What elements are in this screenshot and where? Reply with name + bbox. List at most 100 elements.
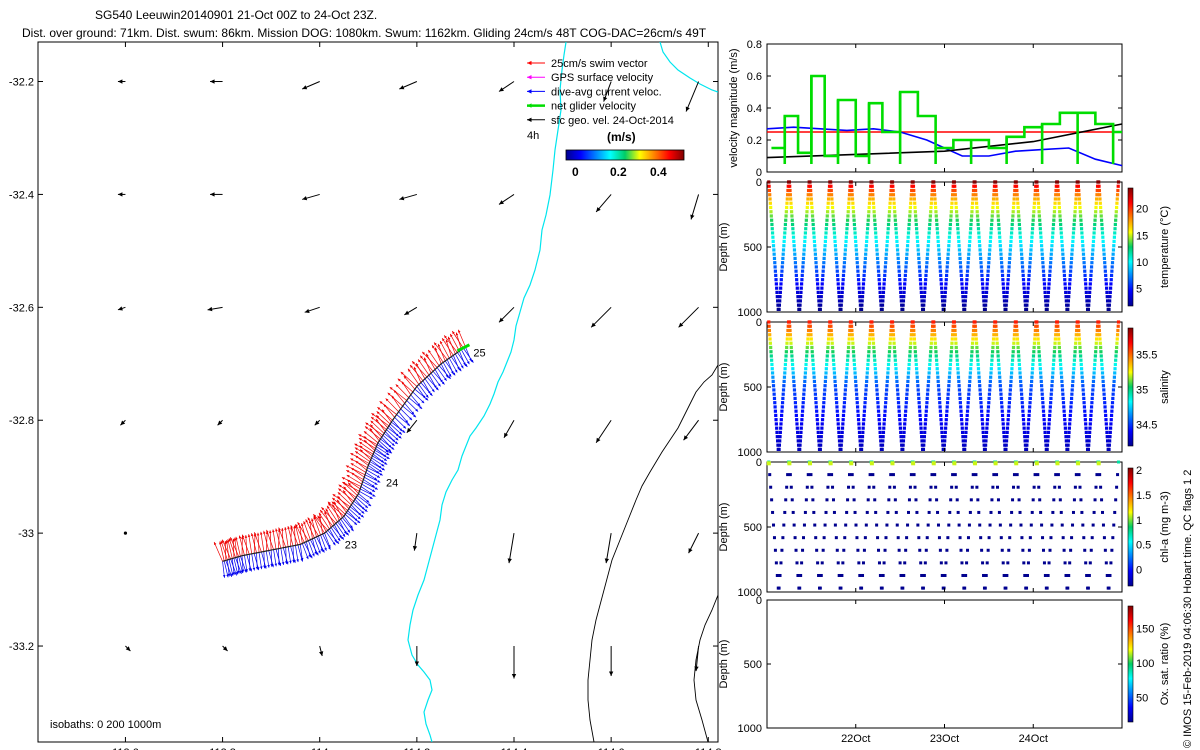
salinity-profile-point bbox=[878, 430, 882, 435]
temperature-profile-point bbox=[1114, 218, 1118, 222]
chla-profile-point bbox=[1007, 548, 1011, 552]
salinity-profile-point bbox=[861, 426, 865, 430]
salinity-profile-point bbox=[901, 439, 906, 443]
temperature-profile-point bbox=[1112, 235, 1117, 239]
dac-vector-head bbox=[345, 532, 349, 536]
salinity-profile-point bbox=[767, 328, 772, 333]
salinity-profile-point bbox=[1058, 358, 1062, 362]
chla-profile-point bbox=[839, 586, 843, 590]
salinity-profile-point bbox=[772, 388, 776, 392]
salinity-profile-point bbox=[1087, 435, 1091, 439]
temperature-profile-point bbox=[1025, 295, 1030, 299]
salinity-profile-point bbox=[961, 439, 965, 443]
swim-vector-head bbox=[341, 477, 345, 480]
chla-profile-point bbox=[791, 510, 795, 514]
swim-vector bbox=[342, 481, 360, 492]
salinity-profile-point bbox=[1089, 413, 1093, 418]
chla-ytick-label: 1000 bbox=[738, 587, 762, 599]
chla-profile-point bbox=[1100, 498, 1104, 502]
dac-vector-head bbox=[361, 506, 365, 510]
salinity-profile-point bbox=[849, 320, 853, 324]
salinity-profile-point bbox=[831, 354, 835, 358]
temperature-profile-point bbox=[844, 244, 848, 248]
salinity-profile-point bbox=[1032, 350, 1036, 354]
chla-profile-point bbox=[1070, 536, 1074, 540]
salinity-profile-point bbox=[1100, 362, 1104, 367]
chla-profile-point bbox=[781, 536, 785, 540]
temperature-profile-point bbox=[865, 235, 869, 239]
salinity-profile-point bbox=[1046, 435, 1050, 439]
chla-profile-point bbox=[1028, 536, 1032, 540]
temperature-profile-point bbox=[988, 244, 992, 248]
salinity-colorbar-label: salinity bbox=[1159, 370, 1171, 404]
temperature-profile-point bbox=[966, 261, 970, 265]
temperature-profile-point bbox=[1064, 299, 1068, 303]
salinity-profile-point bbox=[980, 418, 984, 422]
chla-profile-point bbox=[853, 510, 857, 514]
salinity-profile-point bbox=[806, 328, 811, 333]
chla-profile-point bbox=[1021, 548, 1025, 552]
temperature-profile-point bbox=[1042, 282, 1047, 286]
salinity-profile-point bbox=[894, 367, 898, 371]
salinity-profile-point bbox=[806, 341, 810, 345]
dac-vector bbox=[463, 348, 474, 363]
chla-profile-point bbox=[857, 561, 861, 565]
temperature-profile-point bbox=[1081, 248, 1085, 252]
temperature-profile-point bbox=[936, 235, 940, 239]
salinity-profile-point bbox=[1076, 324, 1081, 328]
dac-vector bbox=[374, 450, 390, 460]
temperature-profile-point bbox=[1009, 244, 1013, 248]
salinity-profile-point bbox=[1109, 418, 1113, 422]
swim-vector bbox=[332, 493, 351, 508]
salinity-profile-point bbox=[835, 413, 840, 418]
temperature-profile-point bbox=[774, 278, 778, 282]
temperature-profile-point bbox=[978, 244, 982, 248]
salinity-profile-point bbox=[859, 447, 864, 451]
temperature-profile-point bbox=[991, 205, 995, 210]
salinity-profile-point bbox=[1054, 333, 1058, 337]
temperature-profile-point bbox=[1099, 214, 1103, 218]
salinity-profile-point bbox=[1059, 375, 1064, 379]
salinity-profile-point bbox=[925, 392, 930, 396]
temperature-profile-point bbox=[1062, 265, 1066, 269]
salinity-profile-point bbox=[1107, 447, 1111, 451]
salinity-profile-point bbox=[923, 430, 927, 435]
swim-vector bbox=[331, 497, 348, 511]
salinity-profile-point bbox=[1008, 392, 1012, 396]
chla-profile-point bbox=[936, 523, 940, 527]
temperature-profile-point bbox=[866, 222, 870, 227]
salinity-profile-point bbox=[1049, 401, 1053, 405]
dac-vector bbox=[402, 405, 417, 418]
sfc-vector-head bbox=[406, 427, 412, 433]
chla-profile-point bbox=[780, 548, 784, 552]
salinity-profile-point bbox=[912, 333, 916, 337]
salinity-profile-point bbox=[1060, 384, 1064, 388]
temperature-profile-point bbox=[912, 193, 916, 197]
swim-vector bbox=[443, 335, 458, 353]
temperature-profile-point bbox=[1109, 282, 1113, 286]
salinity-profile-point bbox=[885, 375, 890, 379]
swim-vector-head bbox=[244, 535, 248, 538]
salinity-profile-point bbox=[948, 371, 952, 375]
chla-profile-point bbox=[798, 586, 802, 590]
temperature-profile-point bbox=[1072, 227, 1076, 231]
temperature-profile-point bbox=[806, 201, 810, 205]
salinity-profile-point bbox=[834, 396, 838, 401]
oxygen-colorbar bbox=[1127, 605, 1134, 723]
salinity-profile-point bbox=[833, 384, 837, 388]
temperature-profile-point bbox=[985, 282, 989, 286]
salinity-profile-point bbox=[1027, 418, 1031, 422]
temperature-profile-point bbox=[841, 273, 846, 278]
temperature-profile-point bbox=[1046, 290, 1051, 295]
temperature-profile-point bbox=[867, 201, 872, 205]
temperature-profile-point bbox=[780, 265, 784, 269]
salinity-profile-point bbox=[1058, 354, 1062, 358]
salinity-profile-point bbox=[1105, 439, 1110, 443]
dac-vector bbox=[244, 555, 248, 573]
salinity-profile-point bbox=[1077, 328, 1081, 333]
salinity-profile-point bbox=[944, 418, 948, 422]
salinity-profile-point bbox=[954, 345, 958, 350]
swim-vector bbox=[213, 541, 223, 562]
chla-profile-point bbox=[880, 586, 884, 590]
salinity-profile-point bbox=[1116, 328, 1120, 333]
